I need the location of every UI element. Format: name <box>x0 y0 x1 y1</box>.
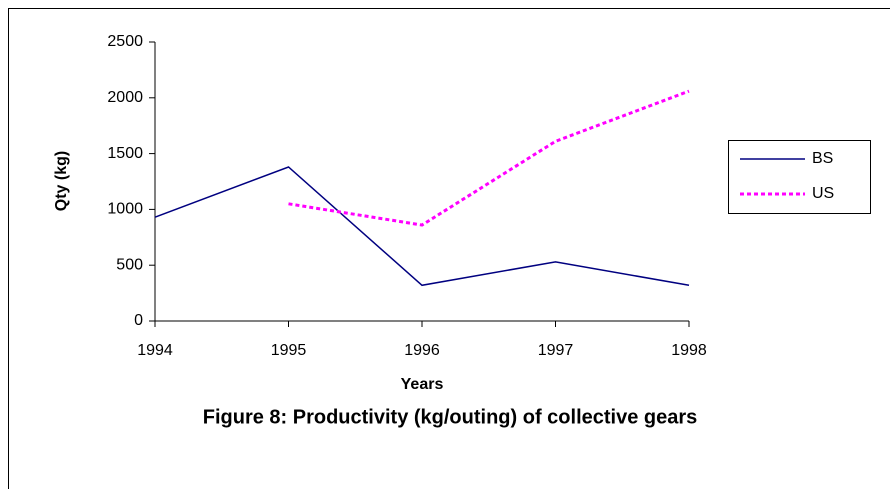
y-tick-label: 0 <box>134 312 143 329</box>
x-axis-label: Years <box>401 376 444 393</box>
x-tick-label: 1997 <box>538 342 574 359</box>
legend-label: BS <box>812 150 833 167</box>
y-axis-label: Qty (kg) <box>53 151 70 211</box>
chart-frame <box>8 8 890 489</box>
x-tick-label: 1998 <box>671 342 707 359</box>
y-tick-label: 2500 <box>107 33 143 50</box>
legend <box>728 140 871 214</box>
line-series <box>154 166 690 287</box>
y-tick-label: 2000 <box>107 89 143 106</box>
line-series <box>288 89 690 227</box>
legend-label: US <box>812 185 834 202</box>
y-tick-label: 500 <box>116 256 143 273</box>
x-tick-label: 1994 <box>137 342 173 359</box>
y-tick-label: 1500 <box>107 145 143 162</box>
x-tick-label: 1995 <box>271 342 307 359</box>
chart-title: Figure 8: Productivity (kg/outing) of co… <box>203 406 698 428</box>
y-tick-label: 1000 <box>107 201 143 218</box>
x-tick-label: 1996 <box>404 342 440 359</box>
